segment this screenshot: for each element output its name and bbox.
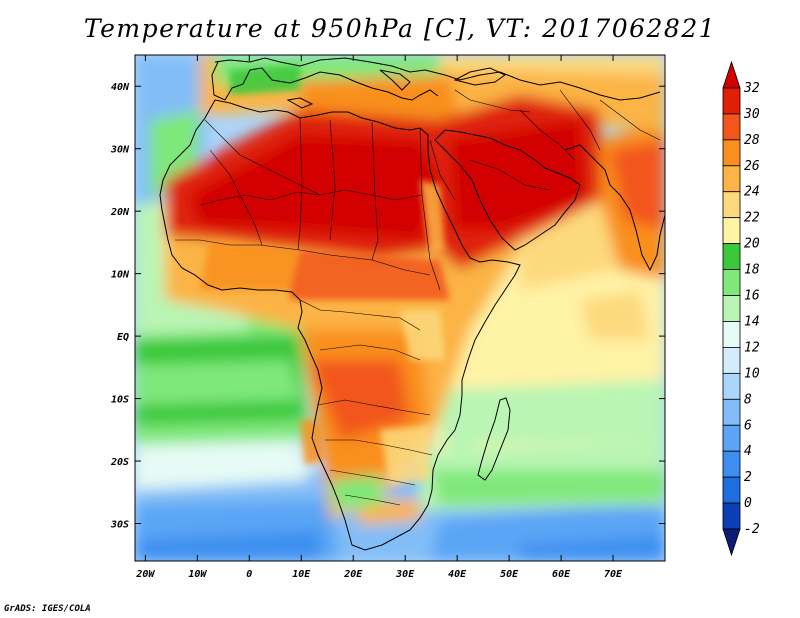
plot-title: Temperature at 950hPa [C], VT: 201706282… <box>83 14 717 43</box>
y-axis: 40N 30N 20N 10N EQ 10S 20S 30S <box>110 82 665 531</box>
colorbar-label: 22 <box>744 211 760 226</box>
colorbar-swatch <box>722 269 741 296</box>
temperature-field <box>135 55 665 561</box>
x-tick-label: 50E <box>500 569 519 580</box>
y-tick-label: 40N <box>111 82 130 93</box>
country-borders <box>175 89 661 506</box>
y-tick-label: 20S <box>110 457 129 468</box>
y-tick-label: 10S <box>111 395 129 406</box>
colorbar-swatch <box>722 87 741 115</box>
x-tick-label: 40E <box>448 569 467 580</box>
x-tick-label: 10W <box>188 569 207 580</box>
x-tick-label: 20W <box>135 569 155 580</box>
y-tick-label: 30N <box>110 145 130 156</box>
colorbar-label: 14 <box>744 314 760 329</box>
y-tick-label: 20N <box>110 207 130 218</box>
colorbar-label: 30 <box>743 107 760 122</box>
colorbar-label: 8 <box>744 392 752 407</box>
colorbar-label: 12 <box>744 340 760 355</box>
colorbar-swatch <box>722 476 741 504</box>
colorbar-label: 16 <box>744 289 760 304</box>
colorbar-swatch <box>722 502 741 530</box>
grads-credit: GrADS: IGES/COLA <box>4 604 91 614</box>
colorbar-swatch <box>722 347 741 374</box>
x-tick-label: 70E <box>604 569 623 580</box>
x-axis: 20W 10W 0 10E 20E 30E 40E 50E 60E 70E <box>135 55 623 580</box>
colorbar-swatch <box>722 424 741 452</box>
colorbar-swatch <box>722 165 741 193</box>
coastlines <box>159 57 665 551</box>
colorbar-label: 4 <box>744 444 752 459</box>
colorbar-label: -2 <box>744 522 760 537</box>
colorbar-label: 24 <box>744 185 760 200</box>
x-tick-label: 60E <box>552 569 571 580</box>
x-tick-label: 10E <box>292 569 311 580</box>
colorbar-swatch <box>722 450 741 478</box>
plot-frame <box>134 54 666 562</box>
colorbar-swatch <box>722 139 741 167</box>
y-tick-label: 30S <box>110 520 129 531</box>
colorbar-swatch <box>722 372 741 400</box>
colorbar-swatch <box>722 398 741 426</box>
colorbar-label: 32 <box>743 81 760 96</box>
colorbar-label: 2 <box>744 470 752 485</box>
colorbar-swatch <box>722 113 741 141</box>
colorbar-label: 0 <box>744 496 752 511</box>
colorbar-swatch <box>722 191 741 219</box>
colorbar-swatch <box>722 217 741 245</box>
y-tick-label: 10N <box>111 270 130 281</box>
colorbar-cap-top <box>722 60 741 89</box>
colorbar-label: 26 <box>744 159 760 174</box>
x-tick-label: 20E <box>343 569 363 580</box>
colorbar-swatch <box>722 243 741 270</box>
colorbar-swatch <box>722 321 741 348</box>
colorbar-label: 18 <box>744 263 760 278</box>
colorbar-label: 10 <box>744 366 760 381</box>
colorbar-cap-bottom <box>722 528 741 557</box>
colorbar-label: 20 <box>744 237 760 252</box>
colorbar-label: 6 <box>744 418 752 433</box>
y-tick-label: EQ <box>117 332 129 343</box>
x-tick-label: 30E <box>395 569 415 580</box>
x-tick-label: 0 <box>246 569 252 580</box>
colorbar-swatch <box>722 295 741 322</box>
colorbar-label: 28 <box>744 133 760 148</box>
